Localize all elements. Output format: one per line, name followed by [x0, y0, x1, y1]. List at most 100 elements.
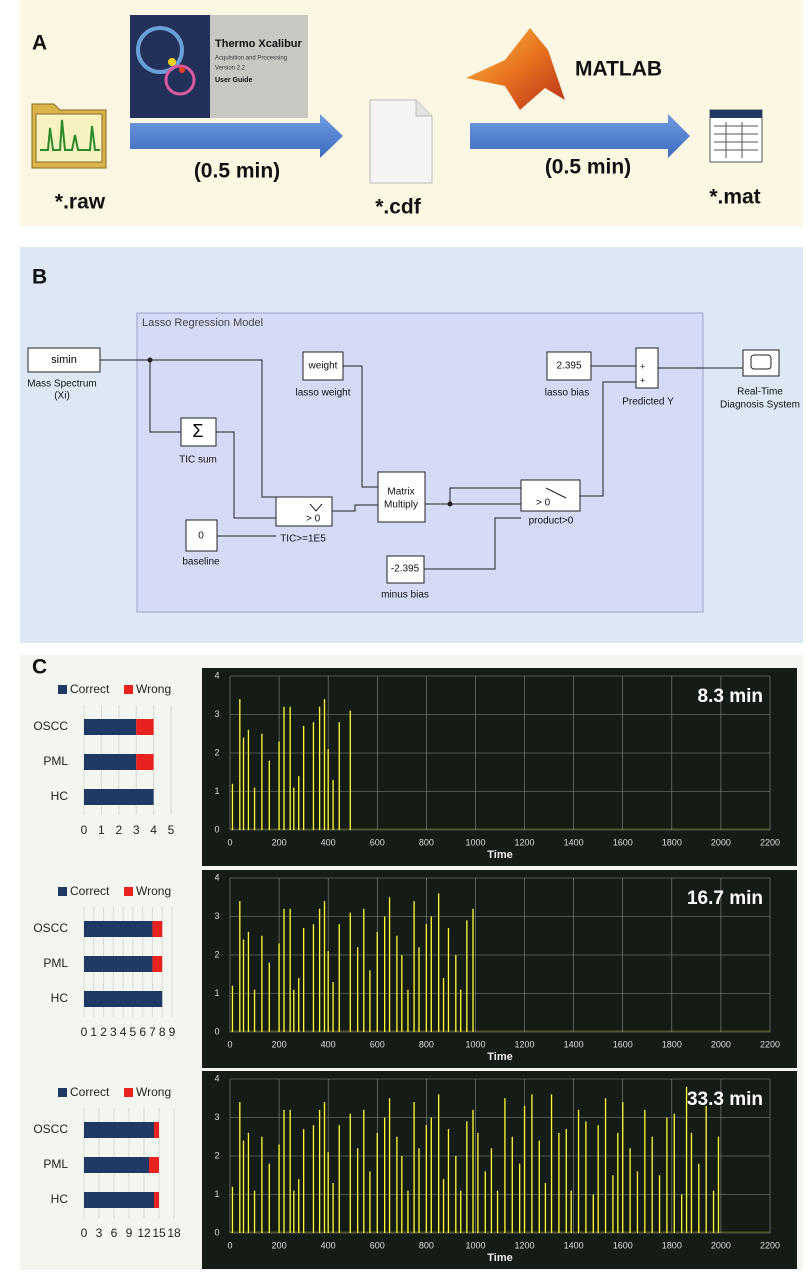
bar	[84, 1157, 149, 1173]
bar	[84, 991, 163, 1007]
x-tick-label: 1400	[564, 1240, 584, 1250]
x-tick-label: 0	[227, 837, 232, 847]
x-tick-label: 5	[168, 823, 175, 837]
x-tick-label: 18	[167, 1226, 181, 1240]
legend-swatch	[124, 1088, 133, 1097]
legend-label: Correct	[70, 1085, 110, 1099]
x-tick-label: 0	[227, 1240, 232, 1250]
mat-icon	[709, 109, 763, 163]
x-tick-label: 6	[111, 1226, 118, 1240]
legend-swatch	[58, 1088, 67, 1097]
y-tick-label: 0	[214, 1227, 219, 1237]
bar	[149, 1157, 159, 1173]
x-tick-label: 9	[126, 1226, 133, 1240]
plot-frame	[202, 668, 797, 866]
x-tick-label: 2200	[760, 1039, 780, 1049]
legend-label: Wrong	[136, 884, 171, 898]
file-label: *.raw	[55, 191, 106, 214]
block-label: Predicted Y	[622, 397, 674, 408]
bar	[84, 719, 137, 735]
x-tick-label: 600	[370, 1039, 385, 1049]
block-text: Multiply	[384, 500, 418, 511]
annotation: 33.3 min	[687, 1089, 763, 1110]
y-tick-label: 2	[214, 949, 219, 959]
x-tick-label: 0	[81, 1226, 88, 1240]
legend-swatch	[58, 887, 67, 896]
x-axis-title: Time	[487, 1051, 512, 1063]
y-tick-label: 4	[214, 1073, 219, 1083]
x-tick-label: 1000	[465, 837, 485, 847]
block-text: weight	[308, 361, 338, 372]
x-axis-title: Time	[487, 1252, 512, 1264]
y-tick-label: PML	[43, 1157, 68, 1171]
block-text: Σ	[192, 421, 203, 441]
x-tick-label: 800	[419, 1039, 434, 1049]
legend-label: Correct	[70, 682, 110, 696]
y-tick-label: OSCC	[33, 719, 68, 733]
x-tick-label: 4	[120, 1025, 127, 1039]
x-tick-label: 2200	[760, 837, 780, 847]
x-tick-label: 1800	[662, 837, 682, 847]
block-text: 0	[198, 531, 204, 542]
y-tick-label: 2	[214, 1150, 219, 1160]
x-tick-label: 0	[81, 823, 88, 837]
book-guide: User Guide	[215, 77, 252, 84]
y-tick-label: 1	[214, 1189, 219, 1199]
raw-icon	[31, 103, 107, 169]
x-tick-label: 2000	[711, 1039, 731, 1049]
legend-swatch	[124, 887, 133, 896]
x-tick-label: 1400	[564, 837, 584, 847]
x-axis-title: Time	[487, 849, 512, 861]
block-label: lasso weight	[295, 388, 350, 399]
bar	[152, 921, 163, 937]
block-text: 2.395	[556, 361, 581, 372]
x-tick-label: 400	[321, 1039, 336, 1049]
bar	[154, 1122, 159, 1138]
x-tick-label: 0	[227, 1039, 232, 1049]
y-tick-label: HC	[51, 789, 69, 803]
bar	[84, 754, 137, 770]
block-text: -2.395	[391, 564, 420, 575]
x-tick-label: 1600	[613, 1039, 633, 1049]
book-version: Version 2.2	[215, 66, 246, 72]
y-tick-label: HC	[51, 1192, 69, 1206]
block-label: Mass Spectrum	[27, 379, 96, 390]
x-tick-label: 9	[169, 1025, 176, 1039]
y-tick-label: 2	[214, 747, 219, 757]
bar	[136, 719, 154, 735]
block-label: (Xi)	[54, 391, 70, 402]
x-tick-label: 1	[90, 1025, 97, 1039]
block-text: Matrix	[387, 487, 414, 498]
bar	[84, 1192, 154, 1208]
x-tick-label: 2	[115, 823, 122, 837]
wires	[100, 357, 743, 570]
x-tick-label: 15	[152, 1226, 166, 1240]
x-tick-label: 200	[272, 1240, 287, 1250]
legend-label: Wrong	[136, 1085, 171, 1099]
x-tick-label: 8	[159, 1025, 166, 1039]
x-tick-label: 3	[96, 1226, 103, 1240]
matlab-label: MATLAB	[575, 58, 662, 81]
x-tick-label: 7	[149, 1025, 156, 1039]
arrow	[470, 114, 690, 158]
x-tick-label: 200	[272, 1039, 287, 1049]
legend-label: Wrong	[136, 682, 171, 696]
bar	[152, 956, 163, 972]
book-title: Thermo Xcalibur	[215, 38, 303, 50]
x-tick-label: 1800	[662, 1240, 682, 1250]
block-text: > 0	[306, 514, 321, 525]
x-tick-label: 2000	[711, 837, 731, 847]
legend-label: Correct	[70, 884, 110, 898]
x-tick-label: 1600	[613, 837, 633, 847]
bar	[84, 956, 153, 972]
bar	[154, 1192, 159, 1208]
panel-label: C	[32, 656, 47, 679]
annotation: 16.7 min	[687, 888, 763, 909]
x-tick-label: 1	[98, 823, 105, 837]
bar	[136, 754, 154, 770]
block-text: simin	[51, 354, 77, 366]
subsystem-label: Lasso Regression Model	[142, 317, 263, 329]
y-tick-label: 0	[214, 1026, 219, 1036]
x-tick-label: 1600	[613, 1240, 633, 1250]
